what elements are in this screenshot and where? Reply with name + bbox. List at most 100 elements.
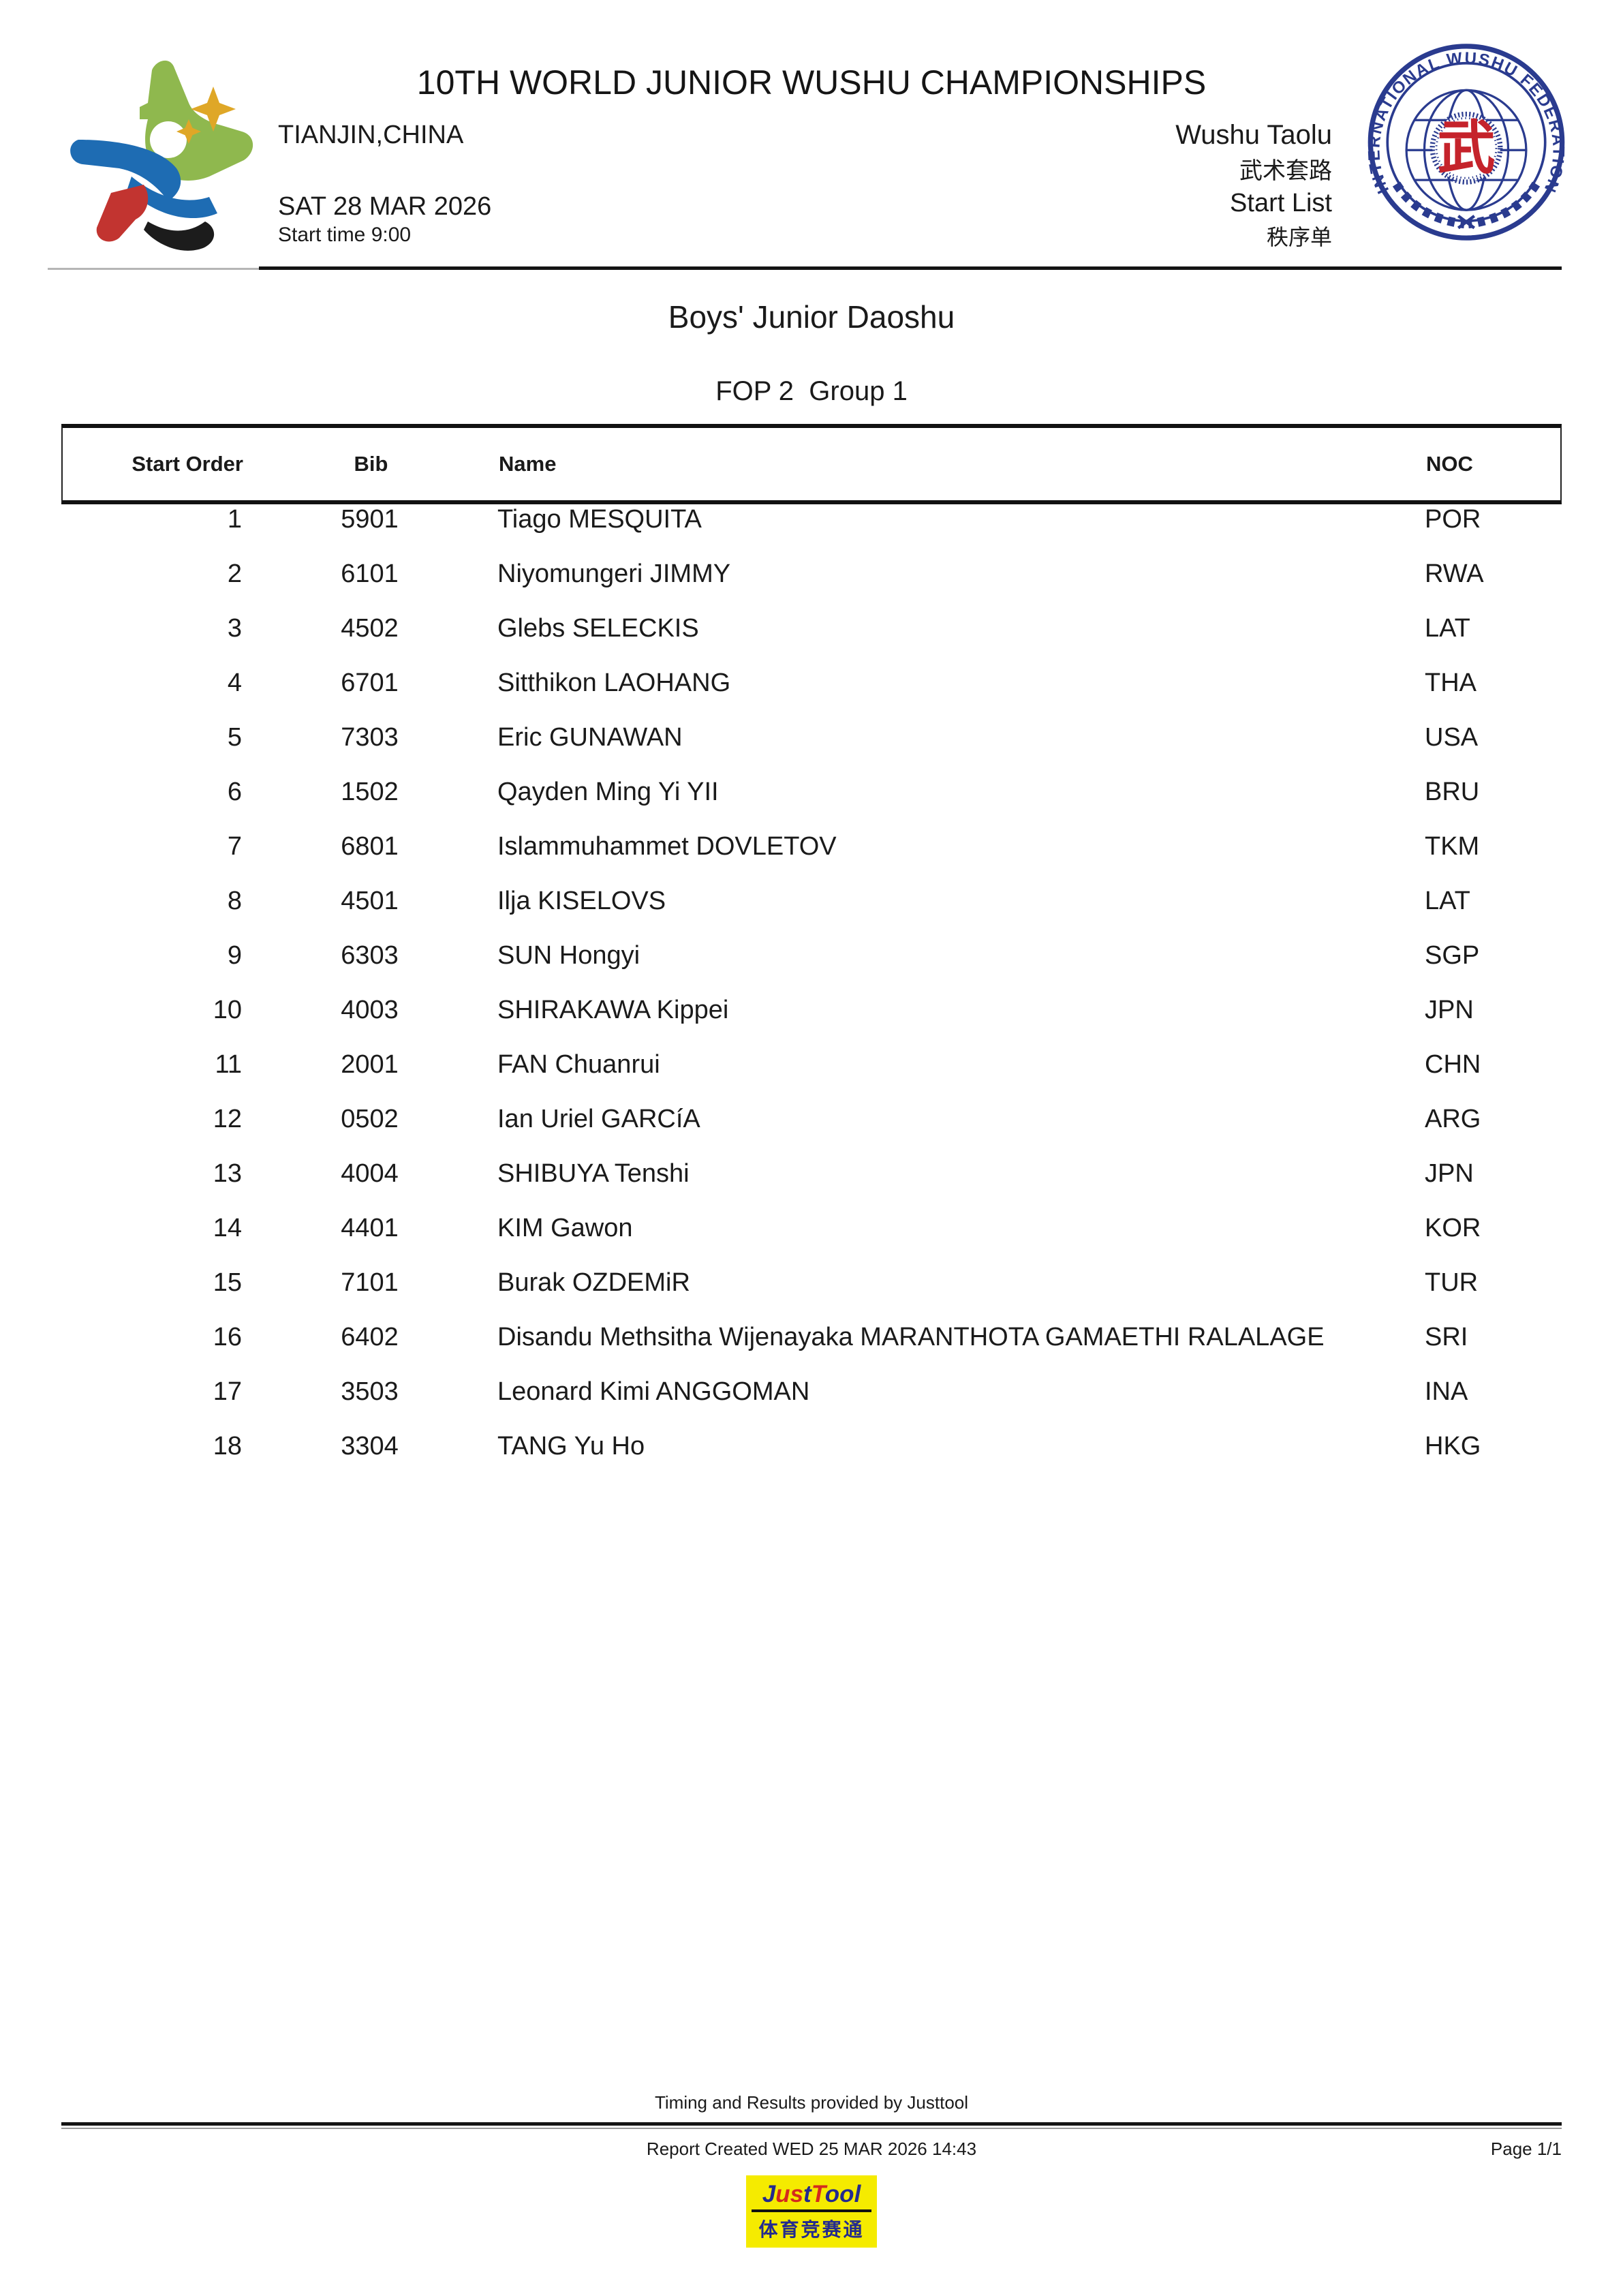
- noc-cell: THA: [1425, 668, 1477, 697]
- noc-cell: SRI: [1425, 1322, 1468, 1351]
- start-order-cell: 4: [227, 668, 242, 697]
- name-cell: Ian Uriel GARCíA: [497, 1104, 700, 1133]
- document-type-label: Start List: [1230, 189, 1332, 217]
- bib-cell: 6701: [341, 668, 399, 697]
- bib-cell: 1502: [341, 777, 399, 806]
- name-cell: Islammuhammet DOVLETOV: [497, 831, 837, 861]
- bib-cell: 2001: [341, 1050, 399, 1079]
- table-row: 15 7101 Burak OZDEMiR TUR: [61, 1255, 1562, 1310]
- start-order-cell: 14: [213, 1213, 242, 1242]
- column-header-bib: Bib: [354, 452, 388, 476]
- iwuf-laurel: [1392, 181, 1541, 230]
- table-row: 17 3503 Leonard Kimi ANGGOMAN INA: [61, 1364, 1562, 1419]
- start-order-cell: 12: [213, 1104, 242, 1133]
- name-cell: Qayden Ming Yi YII: [497, 777, 719, 806]
- noc-cell: ARG: [1425, 1104, 1481, 1133]
- noc-cell: RWA: [1425, 559, 1484, 588]
- star-gold-sparkle-small: [176, 119, 201, 144]
- noc-cell: JPN: [1425, 1159, 1474, 1188]
- noc-cell: TUR: [1425, 1268, 1479, 1297]
- bib-cell: 4401: [341, 1213, 399, 1242]
- bib-cell: 6303: [341, 940, 399, 970]
- header-rule-left: [48, 268, 259, 270]
- iwuf-wu-character: 武: [1438, 117, 1496, 181]
- iwuf-logo: INTERNATIONAL WUSHU FEDERATION 武: [1365, 44, 1566, 241]
- star-blue-arm: [70, 140, 181, 201]
- table-row: 6 1502 Qayden Ming Yi YII BRU: [61, 765, 1562, 819]
- name-cell: Burak OZDEMiR: [497, 1268, 690, 1297]
- name-cell: Tiago MESQUITA: [497, 504, 702, 534]
- event-date: SAT 28 MAR 2026: [278, 192, 492, 221]
- noc-cell: LAT: [1425, 886, 1470, 915]
- start-order-cell: 1: [227, 504, 242, 534]
- bib-cell: 4004: [341, 1159, 399, 1188]
- noc-cell: INA: [1425, 1377, 1468, 1406]
- start-order-cell: 10: [213, 995, 242, 1024]
- start-order-cell: 11: [215, 1050, 242, 1079]
- name-cell: Niyomungeri JIMMY: [497, 559, 731, 588]
- name-cell: SUN Hongyi: [497, 940, 640, 970]
- justtool-wordmark-zh: 体育竞赛通: [758, 2219, 865, 2240]
- table-row: 14 4401 KIM Gawon KOR: [61, 1201, 1562, 1255]
- footer-rule: [61, 2122, 1562, 2126]
- table-row: 13 4004 SHIBUYA Tenshi JPN: [61, 1146, 1562, 1201]
- name-cell: Glebs SELECKIS: [497, 613, 699, 643]
- star-blue-swoosh: [127, 177, 217, 219]
- star-red-point: [96, 185, 149, 242]
- page-number: Page 1/1: [1490, 2139, 1562, 2159]
- document-type-label-zh: 秩序单: [1266, 225, 1332, 249]
- event-location: TIANJIN,CHINA: [278, 121, 464, 149]
- noc-cell: SGP: [1425, 940, 1480, 970]
- name-cell: KIM Gawon: [497, 1213, 633, 1242]
- start-order-cell: 2: [227, 559, 242, 588]
- bib-cell: 3304: [341, 1431, 399, 1460]
- bib-cell: 7101: [341, 1268, 399, 1297]
- table-row: 3 4502 Glebs SELECKIS LAT: [61, 601, 1562, 656]
- name-cell: SHIRAKAWA Kippei: [497, 995, 729, 1024]
- table-body: 1 5901 Tiago MESQUITA POR 2 6101 Niyomun…: [61, 492, 1562, 1473]
- report-created: Report Created WED 25 MAR 2026 14:43: [646, 2139, 977, 2159]
- start-order-cell: 6: [227, 777, 242, 806]
- noc-cell: KOR: [1425, 1213, 1481, 1242]
- table-row: 11 2001 FAN Chuanrui CHN: [61, 1037, 1562, 1092]
- bib-cell: 4003: [341, 995, 399, 1024]
- bib-cell: 6101: [341, 559, 399, 588]
- noc-cell: TKM: [1425, 831, 1480, 861]
- bib-cell: 6402: [341, 1322, 399, 1351]
- name-cell: Sitthikon LAOHANG: [497, 668, 731, 697]
- footer-rule-shadow: [61, 2128, 1562, 2129]
- justtool-logo: JustTool 体育竞赛通: [746, 2175, 877, 2248]
- table-row: 4 6701 Sitthikon LAOHANG THA: [61, 656, 1562, 710]
- name-cell: TANG Yu Ho: [497, 1431, 645, 1460]
- event-title: Boys' Junior Daoshu: [668, 299, 955, 335]
- bib-cell: 3503: [341, 1377, 399, 1406]
- table-row: 16 6402 Disandu Methsitha Wijenayaka MAR…: [61, 1310, 1562, 1364]
- start-order-cell: 13: [213, 1159, 242, 1188]
- noc-cell: CHN: [1425, 1050, 1481, 1079]
- noc-cell: POR: [1425, 504, 1481, 534]
- star-black-swoosh: [144, 221, 215, 251]
- table-row: 10 4003 SHIRAKAWA Kippei JPN: [61, 983, 1562, 1037]
- name-cell: Eric GUNAWAN: [497, 722, 683, 752]
- bib-cell: 6801: [341, 831, 399, 861]
- column-header-name: Name: [499, 452, 557, 476]
- start-order-cell: 5: [227, 722, 242, 752]
- start-order-cell: 18: [213, 1431, 242, 1460]
- table-row: 5 7303 Eric GUNAWAN USA: [61, 710, 1562, 765]
- table-row: 12 0502 Ian Uriel GARCíA ARG: [61, 1092, 1562, 1146]
- start-order-cell: 16: [213, 1322, 242, 1351]
- start-time: Start time 9:00: [278, 224, 412, 246]
- discipline-label: Wushu Taolu: [1175, 120, 1332, 150]
- star-gold-sparkle-big: [191, 87, 236, 132]
- name-cell: Disandu Methsitha Wijenayaka MARANTHOTA …: [497, 1322, 1325, 1351]
- column-header-start-order: Start Order: [132, 452, 243, 476]
- table-row: 1 5901 Tiago MESQUITA POR: [61, 492, 1562, 547]
- bib-cell: 5901: [341, 504, 399, 534]
- noc-cell: USA: [1425, 722, 1479, 752]
- table-row: 18 3304 TANG Yu Ho HKG: [61, 1419, 1562, 1473]
- name-cell: SHIBUYA Tenshi: [497, 1159, 690, 1188]
- event-session: FOP 2 Group 1: [715, 376, 908, 406]
- header-rule: [259, 266, 1562, 270]
- table-row: 8 4501 Ilja KISELOVS LAT: [61, 874, 1562, 928]
